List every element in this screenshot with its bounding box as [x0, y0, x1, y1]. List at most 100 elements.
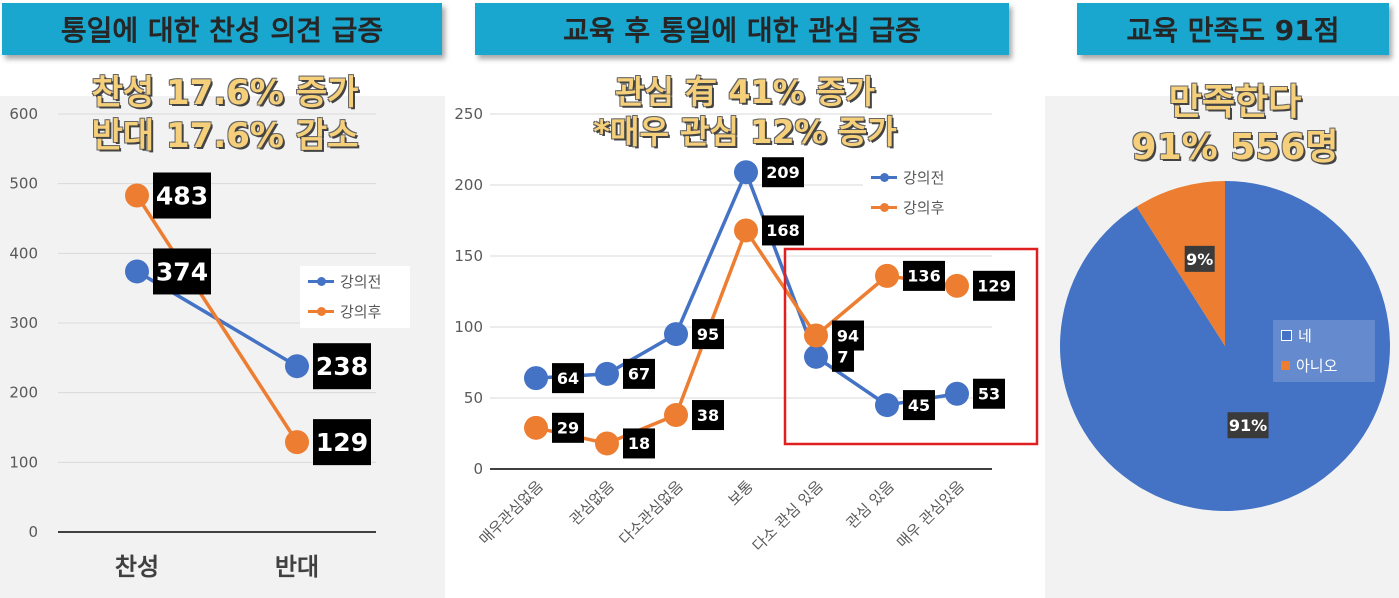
data-label: 209	[766, 163, 799, 182]
data-label: 53	[978, 385, 1000, 404]
data-label: 45	[908, 396, 930, 415]
y-tick-label: 0	[473, 460, 483, 478]
data-label: 64	[557, 369, 579, 388]
headline-line-1: 만족한다	[1168, 82, 1302, 123]
y-tick-label: 150	[454, 247, 483, 265]
data-label: 129	[977, 277, 1010, 296]
y-tick-label: 250	[454, 105, 483, 123]
data-label: 18	[628, 434, 650, 453]
data-label: 168	[766, 221, 799, 240]
headline-line-2: 91% 556명	[1131, 127, 1339, 168]
data-point	[875, 393, 899, 418]
data-point	[664, 403, 688, 428]
legend-label-before: 강의전	[340, 272, 382, 291]
legend-swatch-after	[871, 202, 897, 212]
y-tick-label: 200	[9, 384, 38, 402]
y-tick-label: 200	[454, 176, 483, 194]
y-tick-label: 600	[9, 105, 38, 123]
x-tick-label: 다소관심없음	[616, 477, 687, 548]
legend-swatch-after	[308, 306, 334, 316]
banner-satisfaction: 교육 만족도 91점	[1077, 3, 1389, 55]
legend-item-yes: 네	[1273, 320, 1375, 350]
legend-item-before: 강의전	[300, 266, 410, 296]
data-label: 238	[316, 352, 368, 381]
data-label: 136	[907, 267, 940, 286]
y-tick-label: 400	[9, 244, 38, 262]
x-tick-label: 찬성	[115, 553, 159, 581]
legend-item-after: 강의후	[863, 192, 1018, 222]
legend-swatch-before	[308, 276, 334, 286]
chart-support: 0 100 200 300 400 500 600 찬성 반대 374 238 483 129	[9, 105, 376, 581]
legend-label-after: 강의후	[340, 302, 382, 321]
headline-line-1: 관심 有 41% 증가	[615, 73, 875, 111]
headline-line-2: *매우 관심 12% 증가	[593, 113, 897, 151]
data-label-box	[552, 363, 584, 394]
data-label: 29	[557, 419, 579, 438]
pie-label-box	[1227, 412, 1269, 439]
data-label-box	[973, 270, 1015, 301]
data-label-box	[692, 400, 724, 431]
data-point	[595, 361, 619, 386]
data-label-box	[762, 215, 804, 246]
legend-label-no: 아니오	[1296, 356, 1338, 375]
x-tick-label: 다소 관심 있음	[749, 477, 827, 555]
legend-interest: 강의전 강의후	[863, 162, 1018, 224]
data-point	[734, 218, 758, 243]
y-tick-label: 300	[9, 314, 38, 332]
panel-satisfaction: 교육 만족도 91점 91% 9% 만족한다 91% 556명 네 아니오	[1045, 0, 1399, 598]
legend-item-before: 강의전	[863, 162, 1018, 192]
data-point	[945, 381, 969, 406]
pie-label: 91%	[1229, 416, 1267, 435]
panel-support: 통일에 대한 찬성 의견 급증 0 100 200 300 400 500 600 찬성 반대 3…	[0, 0, 445, 598]
legend-label-after: 강의후	[903, 198, 945, 217]
data-point	[734, 160, 758, 185]
data-label-box	[623, 428, 655, 459]
series-line	[135, 194, 299, 444]
y-tick-label: 0	[28, 523, 38, 541]
headline-line-1: 찬성 17.6% 증가	[91, 73, 359, 113]
panel-interest: 교육 후 통일에 대한 관심 급증 0 50 100 150 200 250 매우관심없음 관…	[445, 0, 1045, 598]
data-point	[875, 263, 899, 288]
data-point	[945, 273, 969, 298]
chart-satisfaction: 91% 9%	[1060, 181, 1390, 511]
data-label-box	[153, 172, 211, 219]
legend-support: 강의전 강의후	[300, 266, 410, 328]
data-label: 129	[316, 428, 368, 457]
legend-satisfaction: 네 아니오	[1273, 320, 1375, 382]
pie-label: 9%	[1186, 250, 1213, 269]
data-label-box	[762, 157, 804, 188]
highlight-box	[783, 247, 1039, 446]
x-tick-label: 매우 관심있음	[893, 477, 968, 552]
pie-slice	[1136, 181, 1225, 346]
data-label: 94	[837, 326, 859, 345]
data-point	[524, 366, 548, 391]
x-tick-label: 관심 있음	[843, 477, 898, 532]
banner-interest: 교육 후 통일에 대한 관심 급증	[475, 3, 1009, 55]
headline-interest: 관심 有 41% 증가 *매우 관심 12% 증가	[535, 72, 955, 152]
data-label: 95	[697, 325, 719, 344]
data-label-box	[153, 248, 211, 295]
legend-swatch-no	[1281, 360, 1290, 370]
data-point	[125, 259, 149, 284]
legend-label-before: 강의전	[903, 168, 945, 187]
legend-swatch-yes	[1281, 329, 1292, 341]
data-label-box	[313, 343, 371, 390]
legend-item-no: 아니오	[1273, 350, 1375, 380]
data-point	[285, 430, 309, 455]
data-point	[285, 354, 309, 379]
headline-satisfaction: 만족한다 91% 556명	[1085, 80, 1385, 170]
y-tick-label: 100	[454, 318, 483, 336]
legend-label-yes: 네	[1298, 326, 1312, 345]
headline-line-2: 반대 17.6% 감소	[91, 115, 359, 156]
y-tick-label: 50	[464, 389, 483, 407]
data-label-box	[313, 419, 371, 466]
data-label-box	[552, 412, 584, 443]
legend-item-after: 강의후	[300, 296, 410, 326]
legend-swatch-before	[871, 172, 897, 182]
data-label-box	[973, 378, 1005, 409]
y-tick-label: 500	[9, 175, 38, 193]
data-point	[125, 183, 149, 208]
data-label: 374	[156, 257, 208, 286]
data-point	[664, 322, 688, 347]
